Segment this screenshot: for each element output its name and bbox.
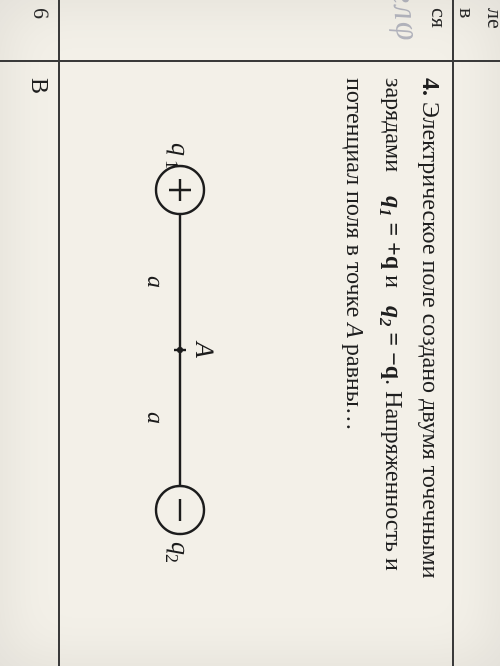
problem-number: 4.: [417, 78, 443, 96]
table-rule-bottom: [58, 0, 60, 666]
problem-line1: Электрическое поле создано двумя точечны…: [417, 102, 443, 578]
eq2-rhs: = −q: [380, 332, 406, 379]
problem-line3-end: равны…: [341, 344, 367, 431]
problem-text: 4. Электрическое поле создано двумя точе…: [335, 78, 448, 642]
eq2-var: q: [380, 306, 406, 318]
fragment-top-2: в: [456, 8, 478, 18]
problem-line3: потенциал поля в точке: [341, 78, 367, 317]
fragment-top-1: ле: [484, 8, 500, 29]
handwriting-smudge: глφ: [383, 0, 426, 44]
svg-text:a: a: [142, 412, 168, 424]
problem-line2a: зарядами: [380, 78, 406, 172]
eq1-sub: 1: [376, 208, 395, 216]
table-rule-top: [452, 0, 454, 666]
svg-text:2: 2: [162, 554, 182, 563]
point-A: A: [341, 323, 367, 338]
svg-text:a: a: [142, 276, 168, 288]
svg-text:q: q: [166, 143, 195, 156]
fragment-bottom-row: В: [25, 78, 52, 94]
problem-line2b: . Напряженность и: [380, 379, 406, 571]
fragment-bottom-left: 6: [30, 8, 52, 19]
fragment-top-3: ся: [428, 8, 450, 28]
svg-text:A: A: [190, 340, 219, 358]
eq1-var: q: [380, 196, 406, 208]
eq1-rhs: = +q: [380, 222, 406, 269]
table-rule-vertical: [0, 60, 500, 62]
problem-and: и: [380, 275, 406, 288]
dipole-diagram: q1q2Aaa: [100, 130, 260, 570]
svg-text:1: 1: [162, 160, 182, 169]
eq2-sub: 2: [376, 318, 395, 326]
